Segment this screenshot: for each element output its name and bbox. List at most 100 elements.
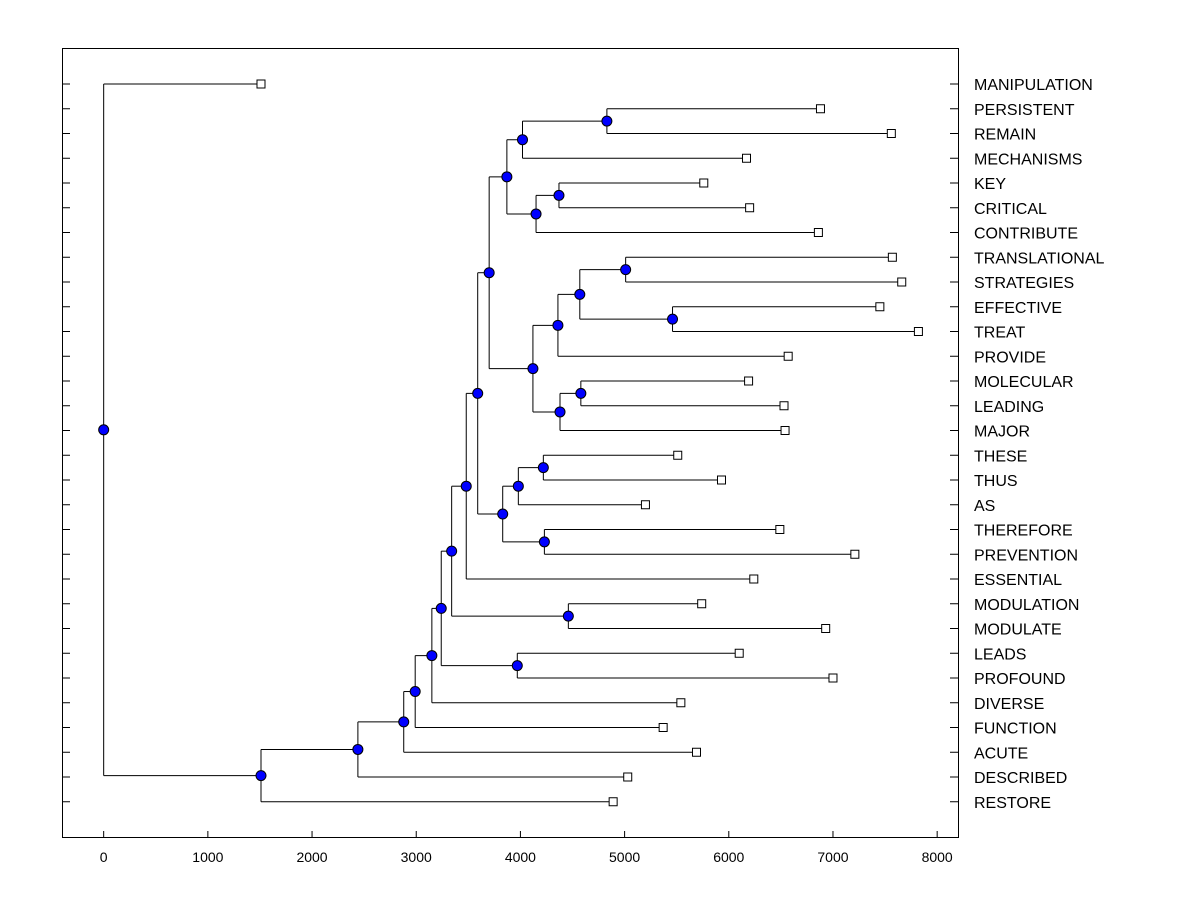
internal-node (537, 462, 549, 474)
leaf-label: EFFECTIVE (974, 300, 1062, 317)
leaf-label: PROVIDE (974, 349, 1046, 366)
x-tick-label: 5000 (609, 849, 640, 865)
leaf-label: PREVENTION (974, 547, 1078, 564)
x-tick-label: 2000 (296, 849, 327, 865)
leaf-node (775, 525, 785, 534)
leaf-label: THEREFORE (974, 523, 1073, 540)
leaf-label: MECHANISMS (974, 151, 1082, 168)
leaf-node (676, 698, 686, 708)
leaf-node (608, 797, 618, 807)
leaf-label: THESE (974, 448, 1027, 465)
internal-node (552, 319, 564, 331)
leaf-node (850, 549, 860, 559)
leaf-label: MODULATE (974, 622, 1062, 639)
leaf-label: MOLECULAR (974, 374, 1074, 391)
internal-node (574, 288, 586, 300)
leaf-node (875, 302, 885, 312)
internal-node (538, 536, 550, 548)
internal-node (553, 189, 565, 201)
leaf-label: CONTRIBUTE (974, 226, 1078, 243)
leaf-label: LEADING (974, 399, 1044, 416)
leaf-node (734, 648, 744, 658)
internal-node (446, 545, 458, 557)
x-tick-label: 7000 (817, 849, 848, 865)
leaf-node (697, 599, 707, 609)
x-axis-ticks: 0 1000 2000 3000 4000 5000 6000 7000 8000 (100, 831, 953, 865)
internal-node (554, 406, 566, 418)
internal-node (460, 480, 472, 492)
internal-node (483, 267, 495, 279)
leaf-label: REMAIN (974, 127, 1036, 144)
internal-node (527, 363, 539, 375)
leaf-node (780, 426, 790, 435)
leaf-label: PROFOUND (974, 671, 1066, 688)
leaf-label: AS (974, 498, 995, 515)
leaf-label: CRITICAL (974, 201, 1047, 218)
internal-node (530, 208, 542, 220)
leaf-label: PERSISTENT (974, 102, 1075, 119)
internal-node (98, 424, 110, 436)
leaf-node (745, 203, 755, 213)
x-tick-label: 8000 (922, 849, 953, 865)
leaf-node (623, 772, 633, 782)
internal-node (511, 660, 523, 672)
leaf-label: STRATEGIES (974, 275, 1074, 292)
leaf-node (749, 574, 759, 584)
internal-node (517, 134, 529, 146)
internal-node (472, 387, 484, 399)
leaf-label: MODULATION (974, 597, 1079, 614)
leaf-label: DESCRIBED (974, 770, 1067, 787)
leaf-node (815, 104, 825, 114)
internal-node (497, 508, 509, 520)
leaf-node (744, 376, 754, 386)
internal-node (426, 650, 438, 662)
leaf-node (821, 624, 831, 633)
leaf-label: LEADS (974, 646, 1026, 663)
internal-node (575, 387, 587, 399)
leaf-label: ESSENTIAL (974, 572, 1062, 589)
leaf-label: THUS (974, 473, 1018, 490)
leaf-label: MANIPULATION (974, 77, 1093, 94)
leaf-node (640, 500, 650, 510)
internal-node (620, 264, 632, 276)
leaf-node (256, 79, 266, 89)
leaf-labels: MANIPULATION PERSISTENT REMAIN MECHANISMS KE… (974, 77, 1105, 812)
leaf-node (813, 228, 823, 237)
leaf-node (783, 351, 793, 361)
leaf-label: KEY (974, 176, 1006, 193)
leaf-node (673, 450, 683, 460)
leaf-node (716, 475, 726, 485)
leaf-label: MAJOR (974, 424, 1030, 441)
leaf-label: ACUTE (974, 745, 1028, 762)
leaf-label: TRANSLATIONAL (974, 250, 1105, 267)
leaf-label: FUNCTION (974, 721, 1057, 738)
leaf-node (699, 178, 709, 188)
internal-node (601, 115, 613, 127)
plot-frame (62, 48, 959, 838)
x-tick-label: 4000 (505, 849, 536, 865)
internal-node (398, 716, 410, 728)
internal-node (512, 480, 524, 492)
leaf-node (913, 327, 923, 336)
tree-nodes (98, 79, 923, 807)
x-tick-label: 1000 (192, 849, 223, 865)
internal-node (409, 686, 421, 698)
y-tick-marks (62, 83, 958, 803)
leaf-label: TREAT (974, 325, 1025, 342)
leaf-node (658, 723, 668, 732)
internal-node (562, 610, 574, 622)
internal-node (255, 770, 267, 782)
x-tick-label: 3000 (401, 849, 432, 865)
internal-node (501, 171, 513, 183)
leaf-node (886, 129, 896, 138)
x-tick-label: 0 (100, 849, 108, 865)
leaf-node (897, 277, 907, 287)
leaf-node (779, 401, 789, 411)
x-tick-label: 6000 (713, 849, 744, 865)
leaf-label: RESTORE (974, 795, 1051, 812)
leaf-label: DIVERSE (974, 696, 1044, 713)
tree-branches (103, 83, 919, 803)
internal-node (352, 743, 364, 755)
